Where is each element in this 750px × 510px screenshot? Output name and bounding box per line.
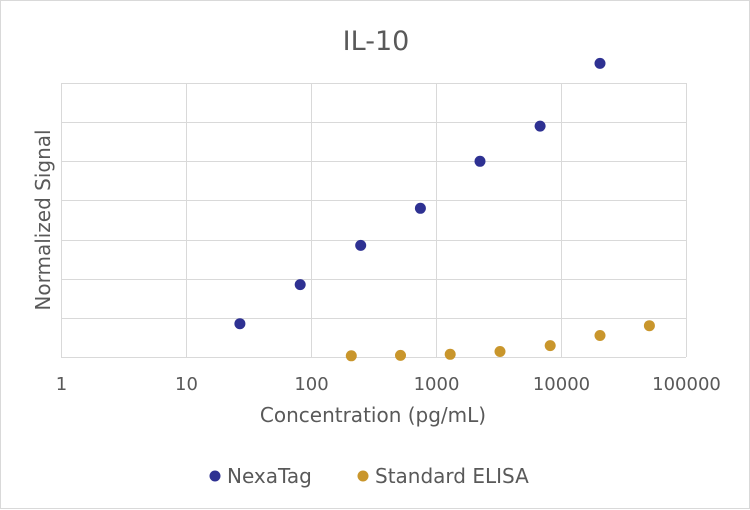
point-nexatag — [414, 202, 426, 214]
point-nexatag — [294, 279, 306, 291]
chart-title: IL-10 — [343, 26, 410, 57]
x-tick-label: 1 — [56, 374, 67, 395]
x-tick-label: 1000 — [414, 374, 460, 395]
point-standard-elisa — [494, 346, 506, 357]
point-nexatag — [594, 57, 606, 69]
y-axis-title: Normalized Signal — [31, 129, 55, 310]
x-tick-label: 100 — [294, 374, 328, 395]
legend-marker-nexatag — [209, 470, 221, 482]
point-standard-elisa — [395, 349, 406, 361]
point-standard-elisa — [643, 320, 655, 332]
legend-label-standard-elisa: Standard ELISA — [375, 464, 529, 488]
x-tick-labels: 1 10 100 1000 10000 100000 — [56, 374, 721, 395]
point-nexatag — [234, 318, 246, 330]
legend-marker-standard-elisa — [357, 470, 369, 482]
point-standard-elisa — [444, 348, 456, 360]
grid — [61, 83, 687, 358]
data-points — [234, 57, 655, 362]
legend-label-nexatag: NexaTag — [227, 464, 312, 488]
x-axis-title: Concentration (pg/mL) — [260, 403, 486, 427]
point-nexatag — [534, 120, 546, 132]
point-standard-elisa — [544, 340, 556, 352]
point-standard-elisa — [594, 330, 606, 341]
x-tick-label: 100000 — [652, 374, 721, 395]
x-tick-label: 10 — [175, 374, 198, 395]
point-nexatag — [355, 239, 367, 251]
point-standard-elisa — [345, 350, 357, 362]
point-nexatag — [474, 155, 486, 167]
x-tick-label: 10000 — [533, 374, 590, 395]
legend: NexaTag Standard ELISA — [209, 464, 529, 488]
